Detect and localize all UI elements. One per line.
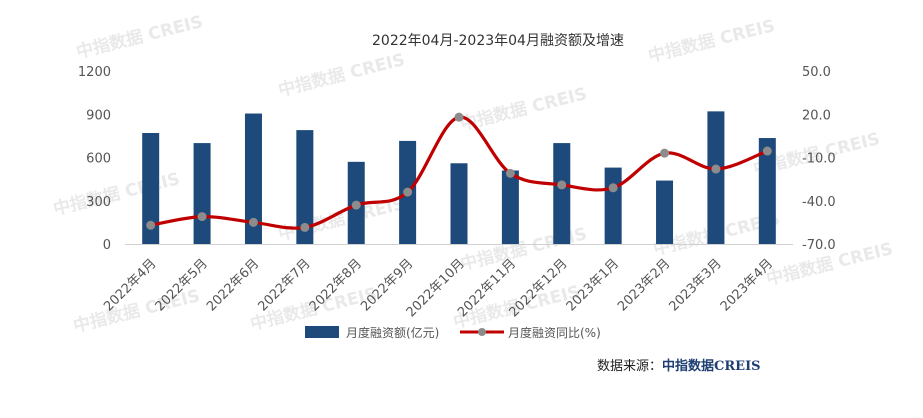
line-point <box>146 220 156 230</box>
line-series <box>146 112 772 232</box>
line-point <box>351 200 361 210</box>
line-point <box>711 164 721 174</box>
axes: 0 300 600 900 1200 -70.0 -40.0 -10.0 20.0 50.0 <box>78 65 836 253</box>
legend-bar-swatch <box>305 326 339 338</box>
bar <box>142 132 160 244</box>
source-brand: 中指数据CREIS <box>662 359 761 374</box>
y-left-tick-label: 900 <box>86 108 111 123</box>
bar <box>296 130 314 244</box>
watermark-text: 中指数据 CREIS <box>51 168 182 220</box>
line-point <box>403 187 413 197</box>
legend-line-label: 月度融资同比(%) <box>508 325 601 340</box>
legend-bar-label: 月度融资额(亿元) <box>346 325 439 340</box>
bar <box>758 138 776 244</box>
y-right-tick-label: -10.0 <box>802 152 836 167</box>
y-left-tick-label: 0 <box>103 238 111 253</box>
bar-series <box>142 111 776 244</box>
watermark-text: 中指数据 CREIS <box>276 49 407 101</box>
line-point <box>608 183 618 193</box>
line-point <box>300 222 310 232</box>
x-tick-label: 2023年3月 <box>667 256 725 314</box>
y-left-tick-label: 600 <box>86 152 111 167</box>
bar <box>656 180 674 244</box>
line-point <box>557 180 567 190</box>
chart-title: 2022年04月-2023年04月融资额及增速 <box>372 33 624 49</box>
y-right-tick-label: -70.0 <box>802 238 836 253</box>
line-point <box>197 212 207 222</box>
bar <box>604 167 622 244</box>
watermark-text: 中指数据 CREIS <box>646 15 777 67</box>
x-tick-label: 2023年2月 <box>615 256 673 314</box>
bar <box>501 170 519 244</box>
watermark-text: 中指数据 CREIS <box>74 11 205 63</box>
line-point <box>505 168 515 178</box>
y-left-tick-label: 1200 <box>78 65 111 80</box>
legend-line-marker <box>478 328 486 336</box>
bar <box>707 111 725 244</box>
x-axis-ticks: 2022年4月2022年5月2022年6月2022年7月2022年8月2022年… <box>101 256 776 320</box>
bar <box>553 143 571 244</box>
y-right-tick-label: 20.0 <box>802 108 831 123</box>
watermark-text: 中指数据 CREIS <box>458 83 589 135</box>
line-point <box>454 112 464 122</box>
y-right-tick-label: -40.0 <box>802 195 836 210</box>
bar <box>244 113 262 244</box>
x-tick-label: 2022年6月 <box>204 256 262 314</box>
line-point <box>248 217 258 227</box>
y-left-tick-label: 300 <box>86 195 111 210</box>
y-right-tick-label: 50.0 <box>802 65 831 80</box>
source-label: 数据来源： <box>597 359 663 374</box>
bar <box>193 143 211 244</box>
legend: 月度融资额(亿元) 月度融资同比(%) <box>305 325 601 340</box>
source-note: 数据来源：中指数据CREIS <box>597 355 761 374</box>
bar <box>450 163 468 244</box>
line-point <box>762 146 772 156</box>
line-point <box>660 148 670 158</box>
